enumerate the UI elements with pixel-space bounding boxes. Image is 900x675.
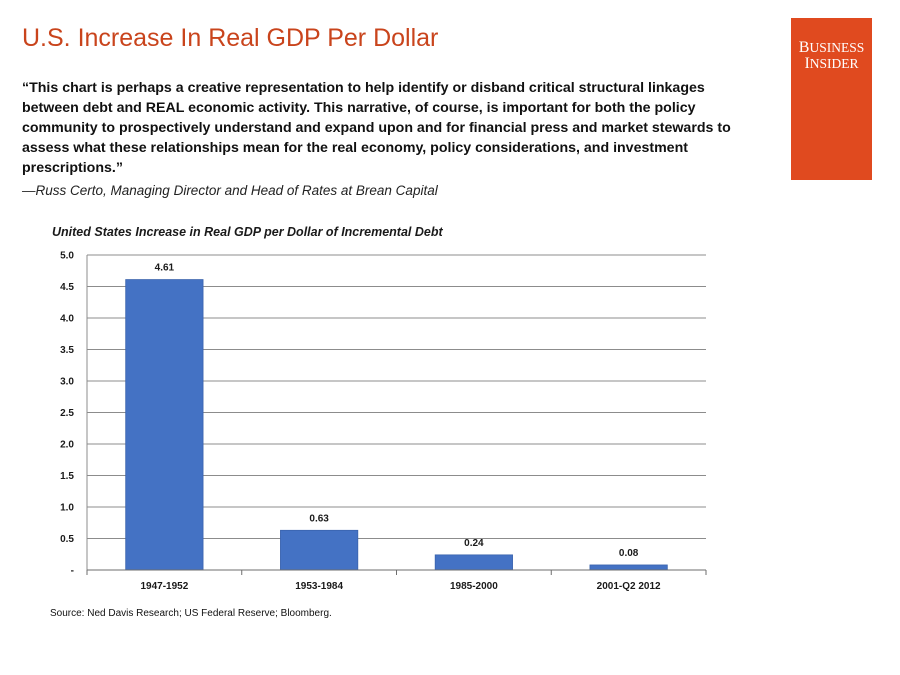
logo-line-1: BUSINESS: [798, 39, 865, 56]
data-label: 0.08: [619, 548, 639, 559]
x-tick-label: 1947-1952: [140, 581, 188, 592]
y-tick-label: 0.5: [60, 534, 74, 545]
x-tick-label: 1985-2000: [450, 581, 498, 592]
bar: [589, 564, 668, 571]
y-tick-label: 5.0: [60, 251, 74, 262]
source-note: Source: Ned Davis Research; US Federal R…: [50, 608, 332, 619]
data-label: 0.24: [464, 538, 484, 549]
quote-text: “This chart is perhaps a creative repres…: [22, 80, 731, 176]
y-tick-label: 2.0: [60, 440, 74, 451]
bar: [125, 279, 204, 571]
data-label: 4.61: [155, 263, 175, 274]
bar: [280, 529, 359, 571]
y-tick-label: -: [71, 566, 74, 577]
logo-line-2: INSIDER: [804, 55, 859, 72]
bar: [434, 554, 513, 571]
y-tick-label: 3.5: [60, 345, 74, 356]
quote-attribution: —Russ Certo, Managing Director and Head …: [22, 183, 438, 198]
x-tick-label: 1953-1984: [295, 581, 343, 592]
slide-title: U.S. Increase In Real GDP Per Dollar: [22, 24, 439, 52]
y-tick-label: 4.0: [60, 314, 74, 325]
y-tick-label: 1.0: [60, 503, 74, 514]
y-tick-label: 1.5: [60, 471, 74, 482]
y-tick-label: 2.5: [60, 408, 74, 419]
y-tick-label: 4.5: [60, 282, 74, 293]
chart-title: United States Increase in Real GDP per D…: [52, 225, 443, 239]
business-insider-logo[interactable]: BUSINESS INSIDER: [791, 18, 872, 180]
data-label: 0.63: [309, 513, 329, 524]
y-tick-label: 3.0: [60, 377, 74, 388]
x-tick-label: 2001-Q2 2012: [597, 581, 661, 592]
